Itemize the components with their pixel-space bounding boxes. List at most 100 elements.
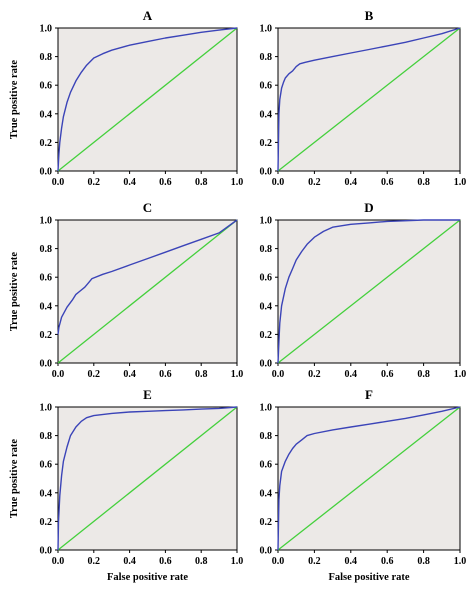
roc-curve [57,406,238,551]
y-tick-label: 0.2 [40,138,53,149]
y-axis-title: True positive rate [9,439,20,518]
y-tick-label: 0.4 [40,488,53,499]
x-tick-label: 0.6 [159,556,172,567]
x-tick-label: 0.8 [417,369,430,380]
y-tick-label: 0.4 [260,488,273,499]
x-tick-label: 0.0 [52,177,65,188]
y-tick-label: 0.8 [260,431,273,442]
x-tick-label: 0.0 [52,369,65,380]
y-tick-label: 0.8 [40,431,53,442]
y-tick-label: 0.8 [40,52,53,63]
x-tick-label: 0.0 [272,369,285,380]
y-tick-label: 0.6 [260,81,273,92]
y-tick-label: 1.0 [40,24,53,35]
x-tick-label: 0.2 [88,369,101,380]
panel-b: B 0.0 0.2 0.4 0.6 0.8 1.0 0.0 0.2 0.4 0.6 0.8 1.0 [260,8,467,188]
y-tick-label: 0.6 [40,81,53,92]
panel-label: A [143,8,153,23]
chance-diagonal-line [57,406,238,551]
x-tick-label: 0.8 [417,177,430,188]
x-axis-title: False positive rate [107,572,188,583]
x-tick-label: 0.4 [123,556,136,567]
panel-e: E 0.0 0.2 0.4 0.6 0.8 1.0 0.0 0.2 0.4 0.6 0.8 1.0 Fal… [9,387,243,583]
y-tick-label: 0.0 [260,546,273,557]
x-tick-label: 0.4 [345,369,358,380]
y-tick-label: 0.6 [40,273,53,284]
chance-diagonal-line [277,406,461,551]
chance-diagonal-line [57,27,238,172]
panel-d: D 0.0 0.2 0.4 0.6 0.8 1.0 0.0 0.2 0.4 0.6 0.8 1.0 [260,200,467,380]
x-tick-label: 1.0 [231,177,244,188]
x-tick-label: 0.6 [159,369,172,380]
y-tick-label: 0.2 [260,330,273,341]
panel-label: D [364,200,373,215]
y-tick-label: 0.6 [260,460,273,471]
panel-label: B [365,8,374,23]
x-tick-label: 0.6 [159,177,172,188]
x-tick-label: 0.4 [345,556,358,567]
x-tick-label: 0.2 [308,556,321,567]
y-tick-label: 0.6 [260,273,273,284]
y-tick-label: 0.8 [260,52,273,63]
chance-diagonal-line [57,219,238,364]
x-tick-label: 0.0 [272,177,285,188]
y-axis-title: True positive rate [9,252,20,331]
x-tick-label: 0.2 [308,177,321,188]
x-tick-label: 0.2 [88,177,101,188]
panel-f: F 0.0 0.2 0.4 0.6 0.8 1.0 0.0 0.2 0.4 0.6 0.8 1.0 Fal… [260,387,467,583]
y-tick-label: 0.2 [40,517,53,528]
x-tick-label: 0.0 [272,556,285,567]
chance-diagonal-line [277,219,461,364]
x-tick-label: 0.8 [195,369,208,380]
roc-curve [57,219,238,335]
chance-diagonal-line [277,27,461,172]
x-tick-label: 0.4 [123,369,136,380]
x-tick-label: 1.0 [454,369,467,380]
y-tick-label: 1.0 [40,403,53,414]
x-tick-label: 1.0 [454,177,467,188]
x-tick-label: 1.0 [231,369,244,380]
roc-curve [57,27,238,172]
y-tick-label: 1.0 [260,24,273,35]
x-tick-label: 0.6 [381,556,394,567]
y-tick-label: 0.2 [40,330,53,341]
x-tick-label: 0.8 [195,556,208,567]
y-tick-label: 0.0 [40,359,53,370]
y-tick-label: 0.8 [260,244,273,255]
y-tick-label: 0.2 [260,517,273,528]
y-tick-label: 0.0 [260,167,273,178]
x-tick-label: 1.0 [454,556,467,567]
y-tick-label: 0.4 [40,109,53,120]
x-tick-label: 0.4 [123,177,136,188]
x-tick-label: 0.2 [88,556,101,567]
x-axis-title: False positive rate [328,572,409,583]
y-tick-label: 0.6 [40,460,53,471]
x-tick-label: 0.0 [52,556,65,567]
roc-curve [277,406,461,551]
y-tick-label: 0.0 [40,546,53,557]
y-tick-label: 0.4 [40,301,53,312]
x-tick-label: 0.8 [195,177,208,188]
panel-label: E [143,387,152,402]
panel-a: A 0.0 0.2 0.4 0.6 0.8 1.0 0.0 0.2 0.4 0.6 0.8 1.0 Tru… [9,8,243,188]
x-tick-label: 0.6 [381,177,394,188]
y-axis-title: True positive rate [9,60,20,139]
panel-label: F [365,387,373,402]
y-tick-label: 1.0 [260,403,273,414]
y-tick-label: 1.0 [260,216,273,227]
y-tick-label: 0.4 [260,109,273,120]
y-tick-label: 0.0 [40,167,53,178]
y-tick-label: 0.4 [260,301,273,312]
x-tick-label: 0.4 [345,177,358,188]
roc-curve [277,219,460,364]
x-tick-label: 0.6 [381,369,394,380]
panel-c: C 0.0 0.2 0.4 0.6 0.8 1.0 0.0 0.2 0.4 0.6 0.8 1.0 Tru… [9,200,243,380]
y-tick-label: 1.0 [40,216,53,227]
panel-label: C [143,200,152,215]
roc-curve [277,27,461,172]
x-tick-label: 0.2 [308,369,321,380]
y-tick-label: 0.2 [260,138,273,149]
x-tick-label: 0.8 [417,556,430,567]
y-tick-label: 0.0 [260,359,273,370]
